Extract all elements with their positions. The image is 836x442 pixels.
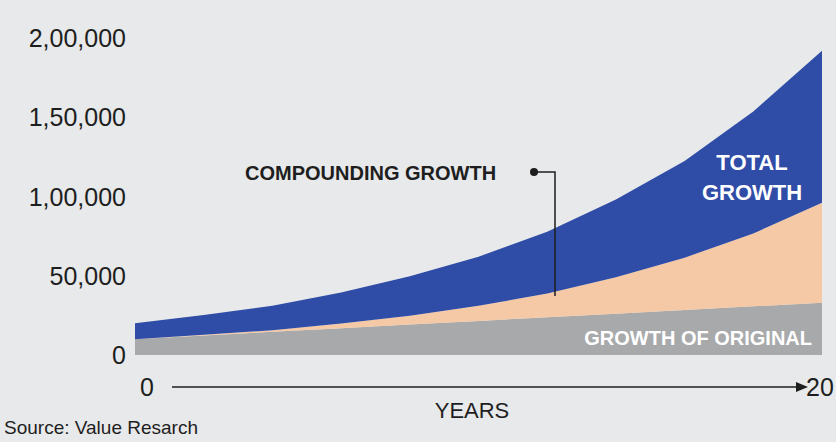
x-tick-label: 0: [140, 373, 154, 401]
y-tick-label: 0: [112, 341, 126, 369]
x-axis-label: YEARS: [435, 398, 510, 423]
y-tick: [133, 355, 135, 356]
y-tick: [133, 275, 135, 276]
x-axis-line: [172, 386, 800, 388]
y-tick-label: 50,000: [50, 262, 126, 290]
x-tick: [822, 355, 823, 356]
x-tick-label: 20: [806, 373, 834, 401]
y-tick: [133, 38, 135, 39]
y-tick-label: 2,00,000: [29, 24, 126, 52]
series-label: TOTALGROWTH: [702, 150, 802, 205]
y-tick: [133, 196, 135, 197]
y-tick-label: 1,50,000: [29, 103, 126, 131]
area-2: [135, 51, 822, 339]
y-tick: [133, 117, 135, 118]
series-label: GROWTH OF ORIGINAL: [584, 327, 812, 349]
y-tick-label: 1,00,000: [29, 183, 126, 211]
chart-container: 0 50,000 1,00,000 1,50,000 2,00,000 0 20 YEARS S…: [0, 0, 836, 442]
x-tick: [135, 355, 136, 356]
chart-svg: 0 50,000 1,00,000 1,50,000 2,00,000 0 20 YEARS S…: [0, 0, 836, 442]
series-label: COMPOUNDING GROWTH: [245, 162, 496, 184]
callout-line: [534, 172, 555, 296]
plot-area: [135, 51, 822, 355]
source: Source: Value Resarch: [4, 417, 198, 438]
background: [0, 0, 836, 442]
